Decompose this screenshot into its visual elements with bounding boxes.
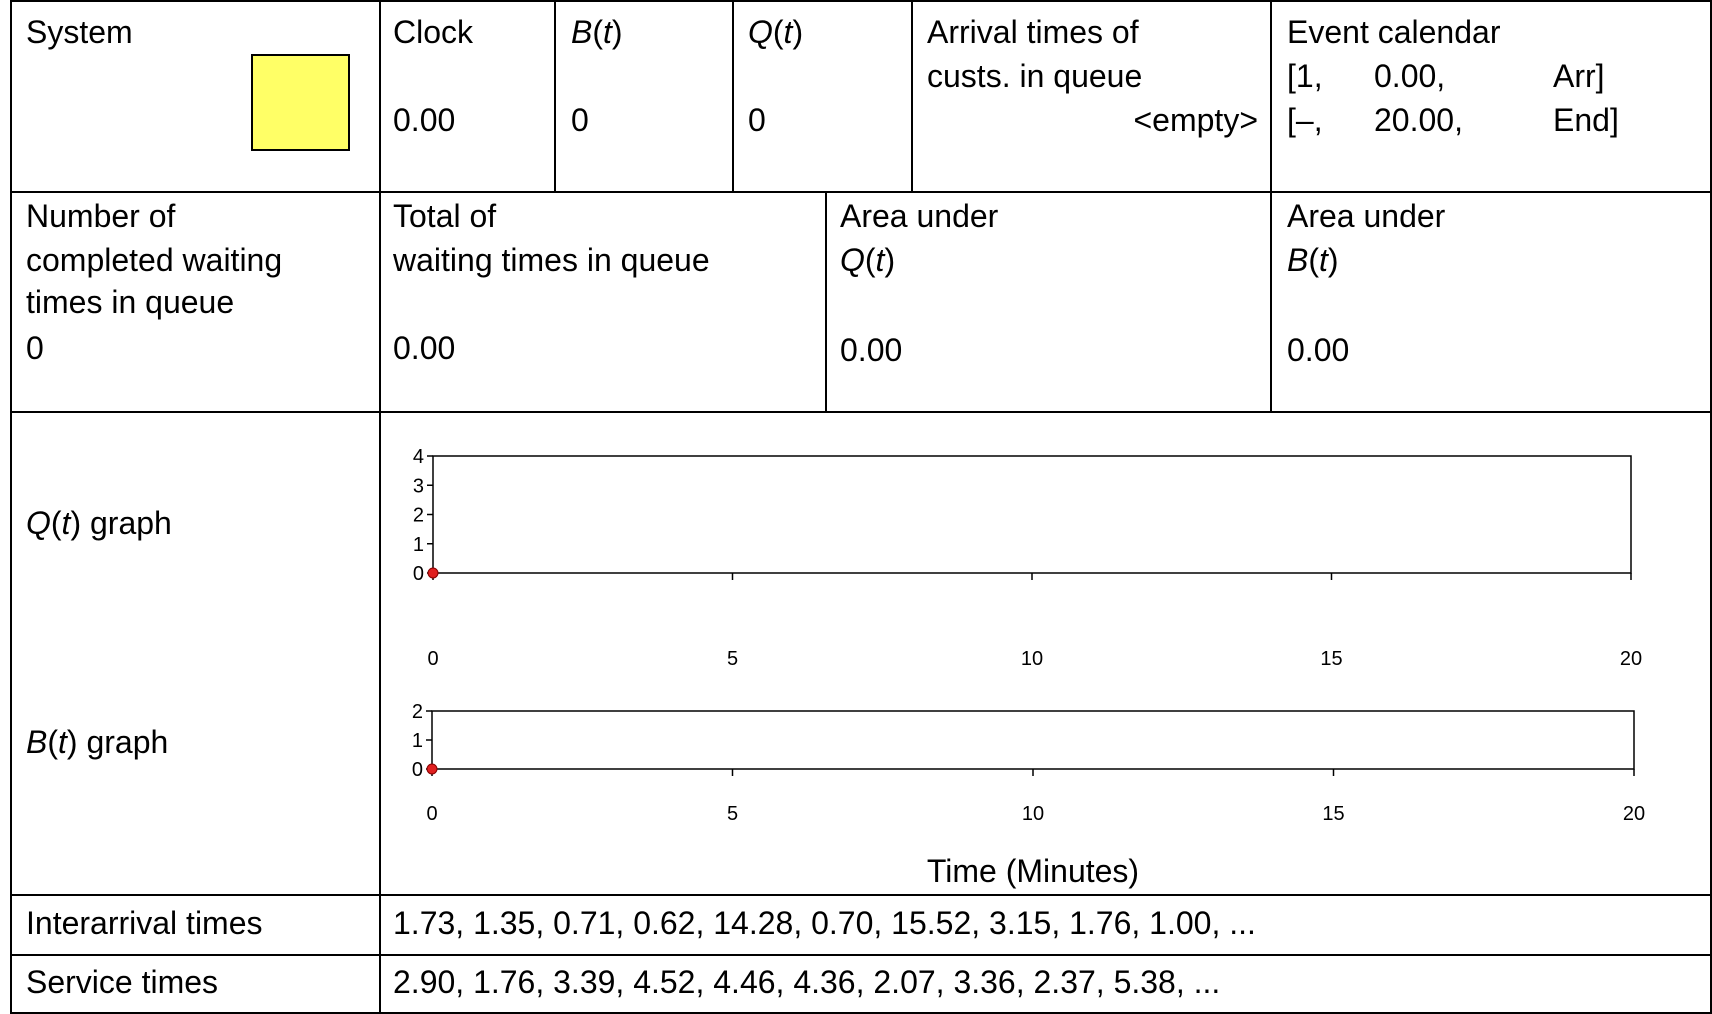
b-chart-x-tick-label: 20 [1623,803,1645,825]
completed-waits-line3: times in queue [26,284,235,320]
b-chart-x-tick-label: 10 [1022,803,1044,825]
q-header: Q(t) [748,14,804,50]
q-value: 0 [748,102,766,138]
b-header: B(t) [571,14,623,50]
b-chart-x-tick-label: 15 [1322,803,1344,825]
clock-label: Clock [393,14,474,50]
total-waits-value: 0.00 [393,330,456,366]
interarrival-values: 1.73, 1.35, 0.71, 0.62, 14.28, 0.70, 15.… [393,905,1256,941]
b-chart-y-tick-label: 0 [412,759,423,781]
area-q-value: 0.00 [840,332,903,368]
area-b-line1: Area under [1287,198,1446,234]
service-values: 2.90, 1.76, 3.39, 4.52, 4.46, 4.36, 2.07… [393,964,1221,1000]
area-q-line2: Q(t) [840,242,896,278]
q-chart-x-tick-label: 15 [1320,648,1342,670]
total-waits-line2: waiting times in queue [393,242,710,278]
arrivals-label-line1: Arrival times of [927,14,1139,50]
x-axis-label: Time (Minutes) [927,853,1139,889]
b-value: 0 [571,102,589,138]
area-b-value: 0.00 [1287,332,1350,368]
b-chart-point [426,763,438,775]
event-calendar-label: Event calendar [1287,14,1501,50]
q-chart-plot-area [432,455,1632,574]
interarrival-label: Interarrival times [26,905,263,941]
q-chart-y-tick-label: 2 [413,505,424,527]
q-graph-label: Q(t) graph [26,505,172,541]
system-label: System [26,14,133,50]
b-chart-x-tick-label: 0 [426,803,437,825]
completed-waits-line1: Number of [26,198,176,234]
q-chart-y-tick-label: 1 [413,534,424,556]
q-chart-x-tick-label: 0 [427,648,438,670]
area-b-line2: B(t) [1287,242,1339,278]
clock-value: 0.00 [393,102,456,138]
q-chart-x-tick-label: 20 [1620,648,1642,670]
b-graph-label: B(t) graph [26,724,169,760]
q-chart-y-tick-label: 3 [413,475,424,497]
q-chart-x-tick-label: 10 [1021,648,1043,670]
arrivals-value: <empty> [1133,102,1258,138]
q-chart-point [427,567,439,579]
service-label: Service times [26,964,219,1000]
q-chart-x-tick-label: 5 [727,648,738,670]
total-waits-line1: Total of [393,198,497,234]
b-chart-plot-area [431,710,1635,770]
completed-waits-line2: completed waiting [26,242,283,278]
completed-waits-value: 0 [26,330,44,366]
q-chart-y-tick-label: 4 [413,446,424,468]
q-chart-y-tick-label: 0 [413,563,424,585]
arrivals-label-line2: custs. in queue [927,58,1143,94]
server-box [251,54,350,151]
area-q-line1: Area under [840,198,999,234]
b-chart-x-tick-label: 5 [727,803,738,825]
b-chart-y-tick-label: 2 [412,701,423,723]
b-chart-y-tick-label: 1 [412,730,423,752]
